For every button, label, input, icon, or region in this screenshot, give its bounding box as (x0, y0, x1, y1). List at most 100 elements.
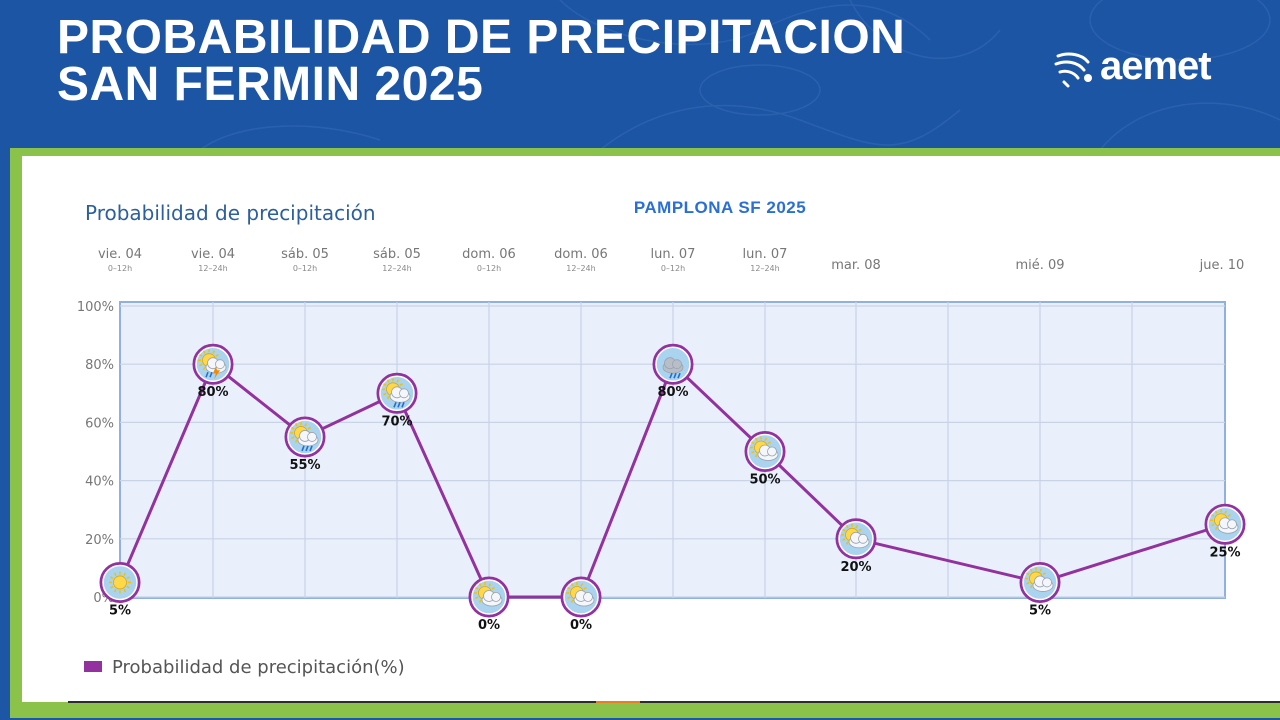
x-tick-day: vie. 04 (191, 247, 235, 262)
sun-ray (126, 576, 130, 580)
data-point[interactable]: 0% (468, 576, 510, 633)
sun-disc (113, 575, 127, 590)
data-point[interactable]: 80% (192, 343, 234, 400)
cloud-puff (672, 359, 682, 370)
x-tick-range: 0–12h (661, 264, 685, 273)
sun-ray (845, 541, 849, 545)
rain-drop (677, 372, 681, 379)
data-point[interactable]: 25% (1204, 503, 1246, 560)
cloud-puff (1227, 519, 1237, 530)
sun-ray (1211, 523, 1215, 527)
data-point[interactable]: 5% (1019, 561, 1061, 618)
sun-ray (570, 599, 574, 603)
x-tick-range: 12–24h (750, 264, 779, 273)
chart-title: Probabilidad de precipitación (85, 201, 376, 225)
x-tick-range: 12–24h (566, 264, 595, 273)
sun-ray (126, 585, 130, 589)
data-point[interactable]: 5% (99, 561, 141, 618)
sun-ray (294, 439, 298, 443)
data-label: 55% (289, 458, 320, 473)
sun-ray (567, 596, 571, 600)
sun-ray (491, 586, 495, 590)
sun-ray (764, 437, 768, 441)
data-point[interactable]: 50% (744, 431, 786, 488)
data-label: 80% (657, 385, 688, 400)
legend-swatch[interactable] (84, 661, 102, 672)
point-ring (1204, 503, 1246, 545)
data-label: 5% (109, 603, 131, 618)
cloud-rain-icon (662, 357, 684, 379)
x-tick-day: sáb. 05 (373, 247, 421, 262)
point-ring (376, 372, 418, 414)
sun-ray (383, 392, 387, 396)
cloud-puff (858, 533, 868, 544)
rain-drop (309, 445, 313, 452)
rain-drop (397, 402, 401, 408)
rain-drop (401, 402, 405, 408)
y-tick-label: 60% (85, 416, 114, 431)
y-tick-label: 40% (85, 475, 114, 490)
sun-cloud-icon (1210, 509, 1239, 534)
sun-cloud-icon (1025, 567, 1054, 592)
data-label: 50% (749, 473, 780, 488)
sun-cloud-icon (841, 523, 870, 549)
data-point[interactable]: 80% (652, 343, 694, 400)
rain-drop (669, 372, 673, 379)
x-tick-day: dom. 06 (462, 247, 516, 262)
x-tick-day: lun. 07 (743, 247, 788, 262)
topographic-pattern (199, 0, 1280, 150)
sun-ray (386, 395, 390, 400)
data-label: 70% (381, 414, 412, 429)
x-tick-range: 12–24h (382, 264, 411, 273)
sun-ray (294, 423, 298, 427)
chart-subtitle: PAMPLONA SF 2025 (634, 198, 806, 217)
sun-ray (1039, 568, 1043, 572)
point-ring (835, 518, 877, 560)
sun-ray (386, 379, 390, 383)
data-point[interactable]: 20% (835, 518, 877, 575)
sun-ray (1214, 526, 1218, 531)
rain-drop (205, 371, 209, 378)
sun-ray (1042, 572, 1046, 576)
aemet-logo-icon (1054, 52, 1092, 88)
x-axis-ticks: vie. 04 0–12h vie. 04 12–24h sáb. 05 0–12h sáb… (98, 247, 1244, 273)
y-tick-label: 100% (77, 300, 114, 315)
point-ring (192, 343, 234, 385)
sun-ray (1026, 572, 1030, 576)
sun-ray (307, 426, 311, 430)
sun-ray (478, 599, 482, 603)
grid (120, 302, 1225, 598)
data-point[interactable]: 70% (376, 372, 418, 429)
sun-ray (580, 583, 584, 587)
sun-ray (751, 441, 755, 445)
y-axis-ticks: 100%80%60%40%20%0% (77, 300, 114, 606)
sun-ray (291, 436, 295, 440)
point-ring (1019, 561, 1061, 603)
bottom-divider (68, 701, 1280, 703)
sun-ray (123, 572, 127, 576)
sun-ray (383, 383, 387, 386)
sun-ray (842, 528, 846, 532)
data-label: 80% (197, 385, 228, 400)
bottom-divider-accent (596, 701, 640, 703)
data-label: 0% (478, 618, 500, 633)
sun-ray (202, 350, 206, 354)
sun-ray (202, 366, 206, 371)
aemet-logo-text: aemet (1100, 44, 1212, 88)
legend-label[interactable]: Probabilidad de precipitación(%) (112, 657, 405, 678)
cloud-puff (767, 446, 777, 457)
data-point[interactable]: 55% (284, 416, 326, 473)
sun-ray (199, 363, 203, 367)
sun-ray (478, 583, 482, 587)
sun-ray (842, 538, 846, 541)
rain-drop (673, 372, 677, 379)
cloud-puff (583, 592, 593, 602)
rain-drop (393, 402, 397, 408)
data-label: 25% (1209, 545, 1240, 560)
data-point[interactable]: 0% (560, 576, 602, 633)
sun-storm-icon (198, 349, 227, 380)
sun-ray (858, 528, 862, 532)
sun-ray (215, 354, 219, 357)
x-tick-day: dom. 06 (554, 247, 608, 262)
